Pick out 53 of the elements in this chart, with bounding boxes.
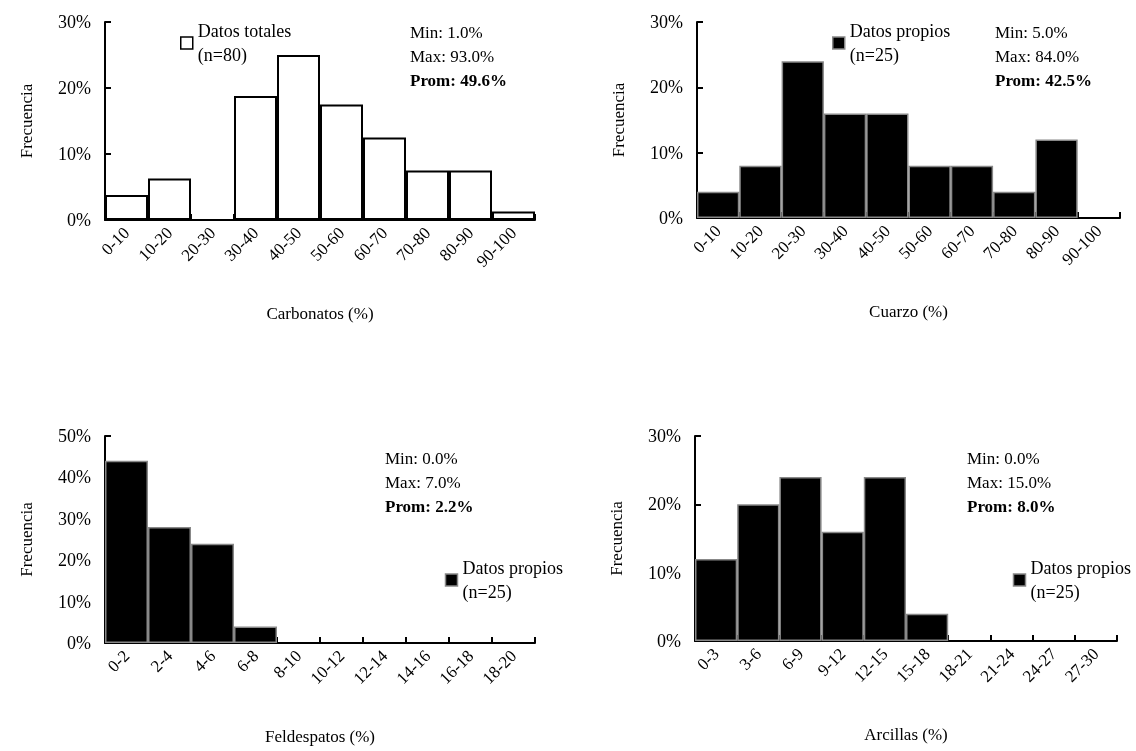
annotation: Max: 15.0% [967, 473, 1052, 492]
annotation: Min: 1.0% [410, 23, 483, 42]
y-tick-label: 0% [67, 633, 91, 653]
annotation: Max: 84.0% [995, 47, 1080, 66]
y-tick-label: 10% [650, 142, 683, 163]
annotation: Min: 5.0% [995, 23, 1068, 42]
y-tick-label: 30% [58, 508, 91, 529]
x-tick-label: 0-3 [693, 644, 723, 674]
x-tick-label: 4-6 [189, 646, 220, 676]
x-tick-label: 0-10 [97, 223, 134, 259]
x-tick-label: 9-12 [813, 644, 850, 680]
annotation: Max: 93.0% [410, 47, 495, 66]
y-axis-title: Frecuencia [17, 83, 36, 159]
legend-label: Datos propios (n=25) [849, 21, 951, 66]
x-tick-label: 0-10 [689, 221, 725, 257]
y-tick-label: 20% [58, 550, 91, 571]
legend-label: Datos propios (n=25) [462, 558, 564, 603]
annotation: Prom: 49.6% [410, 71, 507, 90]
annotation: Min: 0.0% [385, 449, 458, 468]
y-axis-title: Frecuencia [607, 500, 626, 576]
y-tick-label: 30% [650, 12, 683, 32]
x-axis-title: Feldespatos (%) [264, 727, 376, 746]
y-axis-title: Frecuencia [17, 501, 36, 577]
x-axis-title: Cuarzo (%) [869, 302, 948, 321]
y-tick-label: 20% [650, 77, 683, 98]
annotation: Prom: 8.0% [967, 497, 1056, 516]
x-tick-label: 6-9 [777, 644, 808, 674]
x-tick-label: 6-8 [232, 646, 263, 676]
y-tick-label: 30% [648, 426, 681, 446]
annotation: Prom: 2.2% [385, 497, 474, 516]
y-tick-label: 40% [58, 467, 91, 488]
x-axis-title: Arcillas (%) [864, 725, 948, 744]
y-tick-label: 0% [659, 208, 683, 228]
y-tick-label: 10% [58, 144, 91, 164]
annotation: Prom: 42.5% [995, 71, 1092, 90]
y-axis-title: Frecuencia [609, 82, 628, 158]
x-tick-label: 8-10 [269, 646, 306, 682]
x-tick-label: 0-2 [103, 646, 134, 676]
y-tick-label: 20% [58, 78, 91, 98]
y-tick-label: 0% [657, 631, 681, 651]
y-tick-label: 10% [58, 591, 91, 612]
x-tick-label: 2-4 [146, 645, 177, 676]
y-tick-label: 30% [58, 12, 91, 32]
y-tick-label: 50% [58, 426, 91, 446]
y-tick-label: 10% [648, 562, 681, 583]
annotation: Min: 0.0% [967, 449, 1040, 468]
y-tick-label: 0% [67, 210, 91, 230]
legend-label: Datos propios (n=25) [1030, 558, 1132, 603]
annotation: Max: 7.0% [385, 473, 461, 492]
x-axis-title: Carbonatos (%) [266, 304, 374, 323]
legend-label: Datos totales (n=80) [197, 21, 292, 66]
x-tick-label: 3-6 [735, 644, 766, 674]
y-tick-label: 20% [648, 494, 681, 515]
